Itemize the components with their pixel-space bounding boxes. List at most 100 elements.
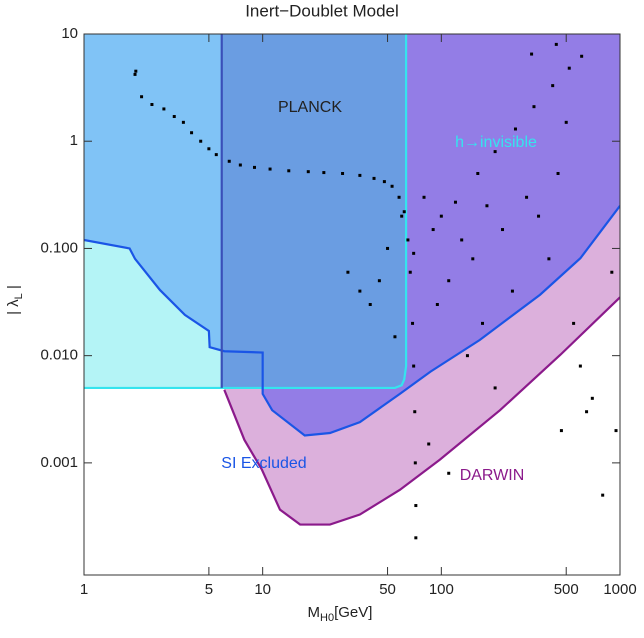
point <box>537 214 541 218</box>
point <box>578 364 582 368</box>
point <box>322 171 326 175</box>
point <box>358 173 362 177</box>
point <box>287 169 291 173</box>
point <box>601 493 605 497</box>
point <box>140 95 144 99</box>
x-tick-label: 500 <box>554 581 579 598</box>
y-tick-label: 10 <box>61 25 78 42</box>
point <box>199 139 203 143</box>
point <box>493 150 497 154</box>
y-tick-label: 0.001 <box>40 454 78 471</box>
point <box>382 180 386 184</box>
y-label-main: | λ <box>5 299 22 315</box>
point <box>397 195 401 199</box>
point <box>400 214 404 218</box>
point <box>252 165 256 169</box>
point <box>465 354 469 358</box>
region-boundary <box>84 205 620 437</box>
region-boundary <box>84 34 408 390</box>
x-axis-label: MH0[GeV] <box>308 604 373 624</box>
point <box>412 364 416 368</box>
point <box>453 200 457 204</box>
boundary-lines <box>84 34 620 526</box>
y-axis-label: | λL | <box>5 285 25 315</box>
point <box>431 228 435 232</box>
point <box>485 204 489 208</box>
point <box>610 270 614 274</box>
point <box>510 289 514 293</box>
y-label-end: | <box>5 285 22 293</box>
point <box>590 396 594 400</box>
region-boundary <box>223 296 620 526</box>
point <box>530 52 534 56</box>
region-label: PLANCK <box>278 99 342 116</box>
point <box>393 335 397 339</box>
point <box>306 170 310 174</box>
region-label: SI Excluded <box>221 455 306 472</box>
point <box>368 303 372 306</box>
point <box>559 429 563 433</box>
x-tick-label: 50 <box>379 581 396 598</box>
point <box>447 279 451 283</box>
x-tick-label: 10 <box>254 581 271 598</box>
x-label-main: M <box>308 604 321 621</box>
y-tick-label: 0.100 <box>40 239 78 256</box>
x-label-unit: [GeV] <box>334 604 372 621</box>
axes: 1 5 10 50 100 500 1000 10 1 0.100 0.010 0.001 <box>40 25 636 598</box>
point <box>556 171 560 175</box>
point <box>501 228 505 232</box>
point <box>268 167 272 171</box>
region-label: h→invisible <box>455 134 537 151</box>
point <box>341 171 345 175</box>
point <box>207 147 211 151</box>
y-label-sub: L <box>13 293 25 299</box>
point <box>377 279 381 283</box>
point <box>227 159 231 163</box>
point <box>460 238 464 242</box>
point <box>572 321 576 325</box>
point <box>238 163 242 167</box>
point <box>513 127 517 131</box>
point <box>214 153 218 157</box>
point <box>439 214 443 218</box>
point <box>408 270 412 274</box>
point <box>481 321 485 325</box>
points <box>133 42 618 540</box>
point <box>346 270 350 274</box>
point <box>414 504 418 508</box>
point <box>358 289 362 293</box>
point <box>585 410 589 414</box>
point <box>386 246 390 250</box>
point <box>551 84 555 88</box>
point <box>471 257 475 261</box>
point <box>580 54 584 58</box>
point <box>413 461 417 465</box>
point <box>190 131 194 135</box>
point <box>402 210 406 214</box>
chart-title: Inert−Doublet Model <box>245 1 399 20</box>
point <box>554 42 558 46</box>
region-label: DARWIN <box>460 467 525 484</box>
point <box>150 103 154 107</box>
point <box>532 105 536 109</box>
point <box>427 442 431 446</box>
y-tick-label: 0.010 <box>40 347 78 364</box>
point <box>411 321 415 325</box>
point <box>390 184 394 188</box>
point <box>414 536 418 540</box>
point <box>564 120 568 124</box>
region-fill <box>221 34 407 388</box>
plot-frame <box>83 33 621 576</box>
point <box>614 429 618 433</box>
x-tick-label: 5 <box>205 581 213 598</box>
point <box>422 195 426 199</box>
point <box>372 176 376 180</box>
x-tick-label: 1000 <box>603 581 636 598</box>
point <box>412 251 416 255</box>
x-tick-label: 100 <box>429 581 454 598</box>
point <box>435 303 439 306</box>
y-tick-label: 1 <box>70 132 78 149</box>
point <box>133 72 137 76</box>
point <box>447 471 451 475</box>
